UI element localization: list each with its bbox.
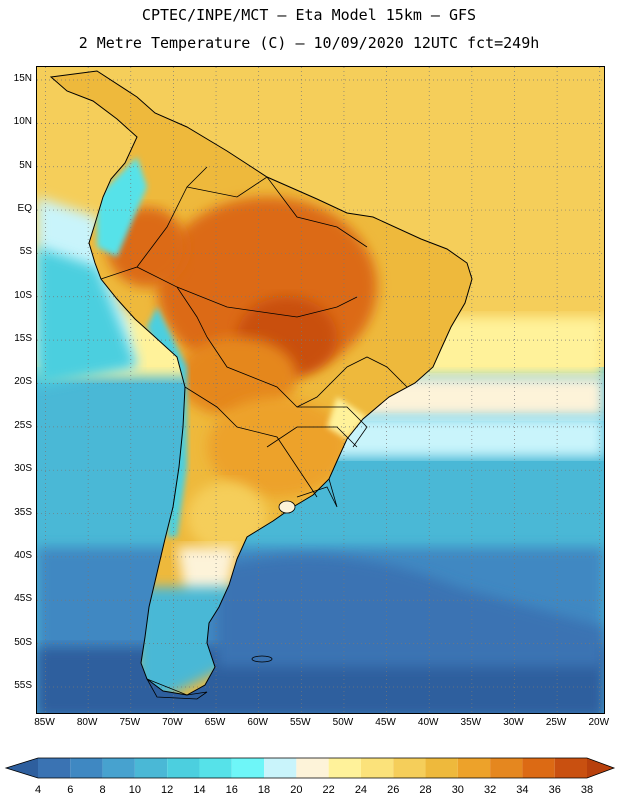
colorbar-level-label: 28 [419,784,432,796]
colorbar-level-label: 34 [516,784,529,796]
colorbar-bin [328,758,361,778]
colorbar-bin [70,758,103,778]
lat-tick-label: EQ [17,203,32,215]
colorbar-bin [134,758,168,778]
colorbar-level-label: 38 [580,784,594,796]
falkland-islands [251,655,273,663]
pacific-cold-current [37,247,137,387]
lon-tick-label: 70W [162,717,183,728]
lon-tick-label: 80W [76,717,98,728]
country-borders [100,166,408,508]
colorbar-level-label: 16 [225,784,238,796]
colorbar-level-label: 22 [322,784,335,796]
colorbar-bin [296,758,329,778]
colorbar-bin [38,758,71,778]
colorbar-low-arrow [6,758,38,778]
colorbar-bin [490,758,523,778]
colorbar-level-label: 32 [483,784,497,796]
lon-tick-label: 50W [332,717,354,728]
lon-tick-label: 55W [290,717,311,728]
lat-tick-label: 20S [14,376,32,388]
lat-tick-label: 35S [14,506,32,518]
colorbar-bin [167,758,200,778]
colorbar-level-label: 18 [257,784,271,796]
colorbar-bin [102,758,135,778]
lat-tick-label: 50S [14,636,32,648]
lat-tick-label: 5N [19,159,32,171]
lon-tick-label: 20W [588,717,610,728]
colorbar-bin [231,758,265,778]
colorbar-level-label: 4 [34,784,42,796]
colorbar-bin [554,758,587,778]
lat-tick-label: 55S [14,679,32,691]
lon-tick-label: 85W [34,717,55,728]
lat-tick-label: 25S [14,419,32,431]
south-atlantic-cold-tongue [217,555,604,667]
colorbar-bin [264,758,297,778]
lat-lon-grid [37,67,604,713]
colorbar-outline [4,757,616,779]
lon-tick-label: 35W [460,717,482,728]
colorbar-bin [522,758,555,778]
lon-tick-label: 40W [417,717,439,728]
lat-tick-label: 45S [14,593,32,605]
colorbar-bin [393,758,426,778]
temperature-map [36,66,605,714]
lat-tick-label: 15S [14,333,32,345]
colorbar-level-label: 26 [387,784,400,796]
map-canvas [37,67,604,713]
lon-tick-label: 45W [375,717,396,728]
lat-tick-label: 40S [14,549,32,561]
lon-tick-label: 60W [247,717,268,728]
tierra-del-fuego [146,678,208,700]
lon-tick-label: 75W [119,717,141,728]
colorbar-level-label: 6 [67,784,74,796]
colorbar-level-label: 36 [548,784,561,796]
map-title-line-1: CPTEC/INPE/MCT – Eta Model 15km – GFS [141,6,477,24]
colorbar-level-label: 8 [99,784,106,796]
colorbar-level-label: 12 [161,784,174,796]
colorbar-level-label: 20 [290,784,303,796]
colorbar-bin [199,758,232,778]
colorbar-level-label: 30 [451,784,464,796]
colorbar-level-label: 10 [128,784,141,796]
colorbar-level-label: 24 [354,784,368,796]
lat-tick-label: 15N [13,73,32,84]
lat-tick-label: 5S [19,246,32,258]
lon-tick-label: 25W [545,717,567,728]
colorbar-level-label: 14 [193,784,206,796]
temperature-colorbar [4,757,616,779]
colorbar-bin [457,758,491,778]
colorbar-bin [425,758,458,778]
lat-tick-label: 30S [14,463,32,475]
map-title-line-2: 2 Metre Temperature (C) – 10/09/2020 12U… [78,34,540,52]
lat-tick-label: 10S [14,289,32,301]
lagoa-dos-patos [278,500,296,514]
colorbar-bin [360,758,394,778]
colorbar-high-arrow [587,758,614,778]
lon-tick-label: 65W [204,717,226,728]
lon-tick-label: 30W [503,717,524,728]
lat-tick-label: 10N [13,116,32,128]
